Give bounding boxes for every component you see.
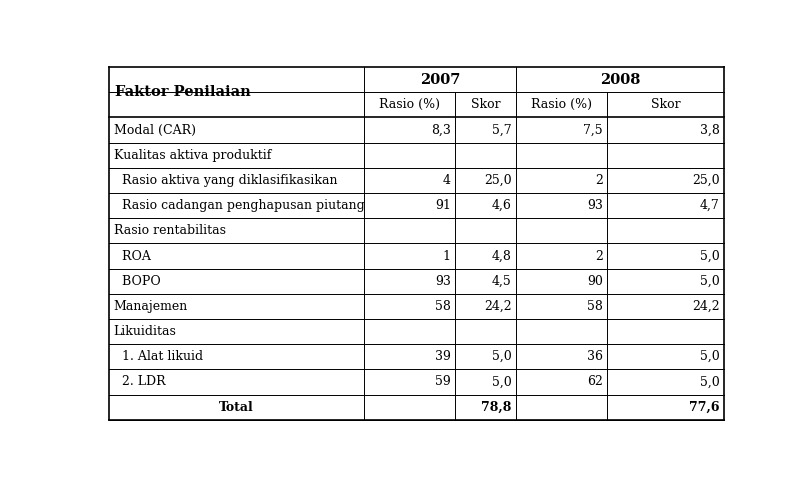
Text: 1. Alat likuid: 1. Alat likuid (113, 350, 203, 363)
Text: Modal (CAR): Modal (CAR) (113, 123, 196, 136)
Text: 5,0: 5,0 (700, 350, 720, 363)
Text: 1: 1 (443, 250, 451, 263)
Text: 2: 2 (595, 250, 603, 263)
Text: 5,0: 5,0 (700, 275, 720, 288)
Text: 91: 91 (435, 199, 451, 212)
Text: Skor: Skor (650, 98, 680, 111)
Text: 2007: 2007 (420, 73, 461, 87)
Text: Rasio (%): Rasio (%) (531, 98, 592, 111)
Text: 4,6: 4,6 (492, 199, 511, 212)
Text: 2008: 2008 (600, 73, 640, 87)
Text: 90: 90 (587, 275, 603, 288)
Text: Likuiditas: Likuiditas (113, 325, 176, 338)
Text: 8,3: 8,3 (431, 123, 451, 136)
Text: Skor: Skor (471, 98, 500, 111)
Text: ROA: ROA (113, 250, 150, 263)
Text: Rasio (%): Rasio (%) (379, 98, 440, 111)
Text: 58: 58 (587, 300, 603, 313)
Text: 5,0: 5,0 (700, 375, 720, 388)
Text: 5,0: 5,0 (492, 350, 511, 363)
Text: Rasio rentabilitas: Rasio rentabilitas (113, 224, 225, 237)
Text: 4,8: 4,8 (492, 250, 511, 263)
Text: 36: 36 (587, 350, 603, 363)
Text: BOPO: BOPO (113, 275, 160, 288)
Text: 4: 4 (443, 174, 451, 187)
Text: 5,0: 5,0 (492, 375, 511, 388)
Text: Total: Total (219, 401, 254, 414)
Text: 2. LDR: 2. LDR (113, 375, 165, 388)
Text: 59: 59 (435, 375, 451, 388)
Text: 25,0: 25,0 (692, 174, 720, 187)
Text: Manajemen: Manajemen (113, 300, 187, 313)
Text: 7,5: 7,5 (583, 123, 603, 136)
Text: 25,0: 25,0 (484, 174, 511, 187)
Text: 24,2: 24,2 (692, 300, 720, 313)
Text: Faktor Penilaian: Faktor Penilaian (115, 85, 250, 99)
Text: 62: 62 (587, 375, 603, 388)
Text: 78,8: 78,8 (482, 401, 511, 414)
Text: 5,0: 5,0 (700, 250, 720, 263)
Text: 77,6: 77,6 (689, 401, 720, 414)
Text: 93: 93 (587, 199, 603, 212)
Text: Kualitas aktiva produktif: Kualitas aktiva produktif (113, 149, 271, 162)
Text: 3,8: 3,8 (700, 123, 720, 136)
Text: Rasio cadangan penghapusan piutang: Rasio cadangan penghapusan piutang (113, 199, 364, 212)
Text: 4,5: 4,5 (492, 275, 511, 288)
Text: 5,7: 5,7 (492, 123, 511, 136)
Text: 58: 58 (435, 300, 451, 313)
Text: 4,7: 4,7 (700, 199, 720, 212)
Text: 39: 39 (435, 350, 451, 363)
Text: Rasio aktiva yang diklasifikasikan: Rasio aktiva yang diklasifikasikan (113, 174, 337, 187)
Text: 2: 2 (595, 174, 603, 187)
Text: 93: 93 (435, 275, 451, 288)
Text: 24,2: 24,2 (484, 300, 511, 313)
